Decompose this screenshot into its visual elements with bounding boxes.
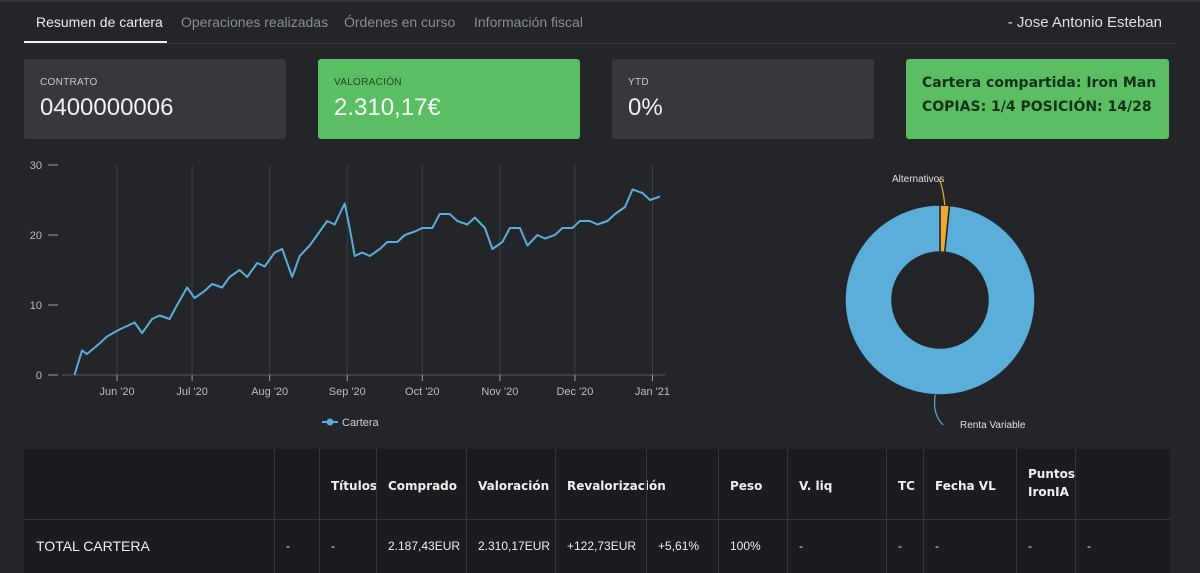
table-header-títulos[interactable]: Títulos [331,479,378,493]
valoracion-label: VALORACIÓN [334,77,402,88]
table-header-valoración[interactable]: Valoración [478,479,550,493]
table-header-tc[interactable]: TC [898,479,915,493]
total-row-cell: 100% [730,539,761,553]
table-column-divider [376,449,377,573]
legend-marker [326,418,334,426]
x-tick-label: Jul '20 [176,386,207,398]
table-header-divider [24,519,1170,520]
total-row-cell: - [1087,539,1091,553]
table-column-divider [466,449,467,573]
tab-bar: Resumen de cartera Operaciones realizada… [24,0,1176,44]
allocation-donut-chart: Alternativos Renta Variable [844,174,1036,431]
active-tab-underline [24,41,167,43]
total-row-cell: - [1028,539,1032,553]
total-row-cell: - [331,539,335,553]
x-tick-label: Nov '20 [481,386,518,398]
table-header-revalorización[interactable]: Revalorización [567,479,666,493]
top-border [0,0,1200,2]
valoracion-card: VALORACIÓN 2.310,17€ [318,59,580,139]
table-column-divider [555,449,556,573]
legend-label-cartera: Cartera [342,417,380,429]
x-tick-label: Dec '20 [556,386,593,398]
table-header-puntos-ironia[interactable]: Puntos IronIA [1028,467,1076,499]
valoracion-value: 2.310,17€ [334,94,441,121]
tab-informacion-fiscal[interactable]: Información fiscal [474,14,583,30]
table-column-divider [274,449,275,573]
ytd-label: YTD [628,77,649,88]
table-column-divider [319,449,320,573]
ytd-value: 0% [628,94,663,121]
x-tick-label: Jun '20 [99,386,134,398]
y-tick-label: 20 [30,230,42,242]
total-row-cell: +5,61% [658,539,700,553]
total-row-cell: +122,73EUR [567,539,637,553]
table-column-divider [923,449,924,573]
chart-legend[interactable]: Cartera [322,417,380,429]
shared-portfolio-card[interactable]: Cartera compartida: Iron Man COPIAS: 1/4… [906,59,1169,139]
table-column-divider [718,449,719,573]
shared-portfolio-stats: COPIAS: 1/4 POSICIÓN: 14/28 [922,99,1152,115]
table-column-divider [1016,449,1017,573]
x-tick-label: Aug '20 [251,386,288,398]
pie-label-renta-variable: Renta Variable [960,420,1026,431]
portfolio-line-chart: 0 10 20 30 Jun '20 Jul '20 Aug '20 Sep '20 Oct … [30,160,670,429]
contrato-card: CONTRATO 0400000006 [24,59,286,139]
shared-portfolio-name: Cartera compartida: Iron Man [922,75,1157,91]
y-tick-label: 30 [30,160,42,172]
y-tick-label: 0 [36,370,42,382]
tab-resumen-cartera[interactable]: Resumen de cartera [36,14,163,30]
table-column-divider [886,449,887,573]
cartera-series-line [73,188,661,376]
total-row-cell: - [935,539,939,553]
total-row-label: TOTAL CARTERA [36,538,150,554]
portfolio-table: Títulos Comprado Valoración Revalorización P… [24,449,1170,573]
x-tick-label: Sep '20 [329,386,366,398]
x-tick-label: Oct '20 [405,386,440,398]
total-row-cell: - [799,539,803,553]
tab-operaciones-realizadas[interactable]: Operaciones realizadas [181,14,329,30]
table-header-fecha-vl[interactable]: Fecha VL [935,479,996,493]
table-header-peso[interactable]: Peso [730,479,763,493]
total-row-cell: - [898,539,902,553]
y-tick-label: 10 [30,300,42,312]
pie-slice-renta-variable[interactable] [844,204,1036,396]
contrato-label: CONTRATO [40,77,98,88]
table-header-comprado[interactable]: Comprado [388,479,457,493]
pie-label-alternativos: Alternativos [892,174,944,185]
tab-ordenes-en-curso[interactable]: Órdenes en curso [344,14,456,30]
label-leader-renta-variable [934,394,944,426]
table-header-v-liq[interactable]: V. liq [799,479,833,493]
label-leader-alternativos [938,178,946,206]
user-name[interactable]: - Jose Antonio Esteban [1007,14,1162,31]
ytd-card: YTD 0% [612,59,874,139]
total-row-cell: 2.310,17EUR [478,539,551,553]
table-column-divider [787,449,788,573]
total-row-cell: - [286,539,290,553]
table-column-divider [646,449,647,573]
total-row-cell: 2.187,43EUR [388,539,461,553]
contrato-value: 0400000006 [40,94,174,121]
x-tick-label: Jan '21 [635,386,670,398]
table-column-divider [1075,449,1076,573]
